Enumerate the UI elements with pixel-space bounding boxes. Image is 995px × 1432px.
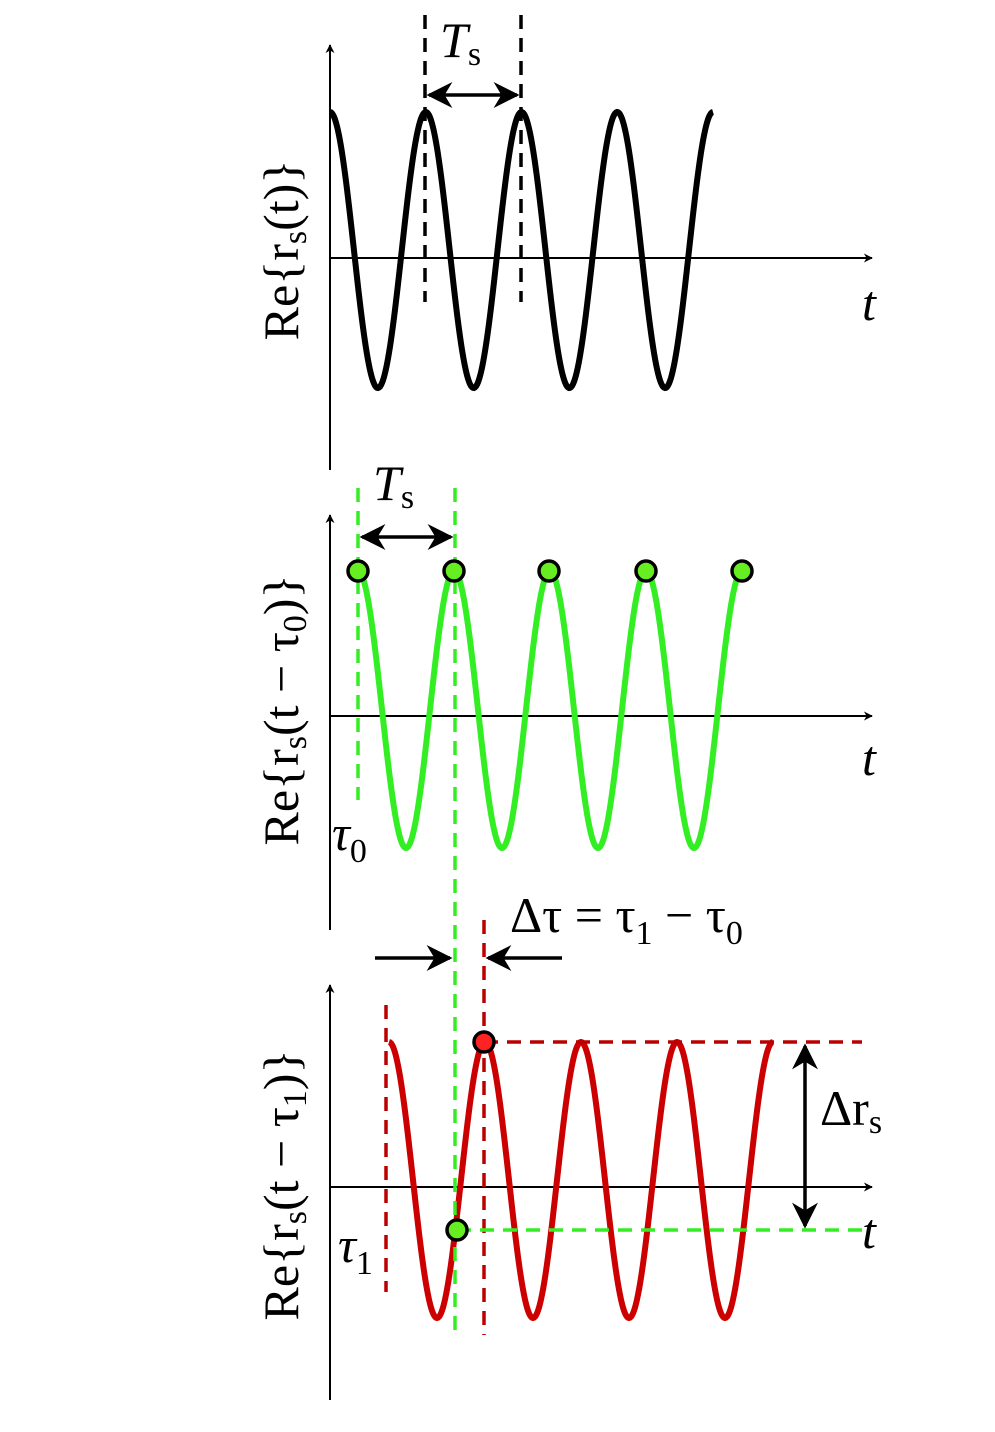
y-label: Re{rs(t − τ0)} (253, 575, 314, 846)
delta-r-label: Δrs (820, 1080, 882, 1141)
dot (442, 559, 466, 583)
period-label: Ts (440, 12, 481, 73)
guides (356, 15, 862, 1335)
x-label: t (862, 1203, 877, 1259)
dots (346, 559, 754, 1242)
x-label: t (862, 730, 877, 786)
waveform (387, 1038, 775, 1322)
x-label: t (862, 275, 877, 331)
delay-label: τ0 (332, 805, 367, 870)
period-label: Ts (373, 455, 414, 516)
dot (346, 559, 370, 583)
delta-tau-label: Δτ = τ1 − τ0 (510, 887, 743, 952)
arrows (359, 82, 818, 1229)
delay-label: τ1 (338, 1217, 373, 1282)
dot (445, 1218, 469, 1242)
axes (325, 44, 873, 1400)
dot (537, 559, 561, 583)
dot (730, 559, 754, 583)
dot (634, 559, 658, 583)
y-label: Re{rs(t)} (253, 160, 314, 341)
waveform (356, 567, 744, 852)
dot (472, 1030, 496, 1054)
y-label: Re{rs(t − τ1)} (253, 1050, 314, 1321)
